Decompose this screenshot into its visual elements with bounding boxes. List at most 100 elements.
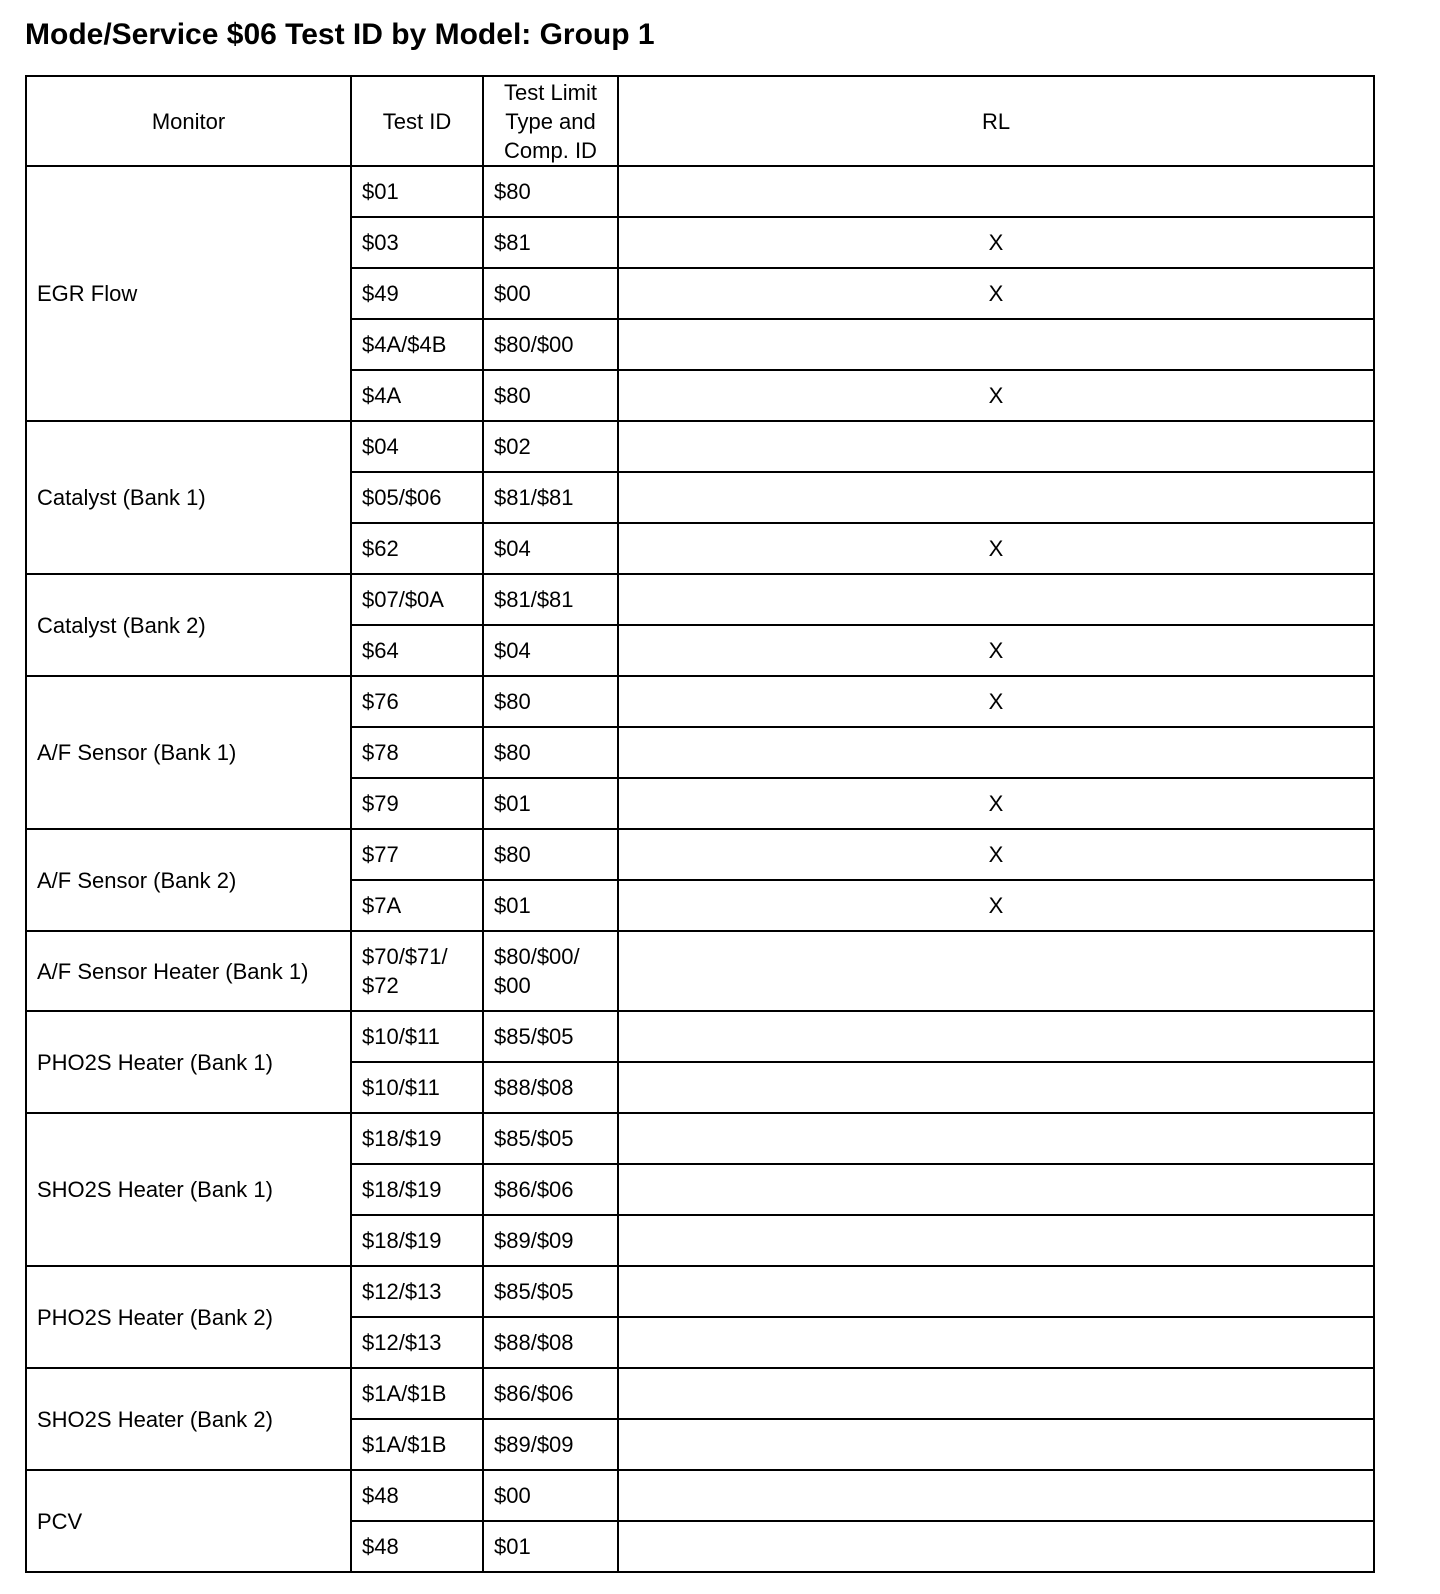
- limit-type-cell: $04: [482, 624, 619, 677]
- table-row: $10/$11 $88/$08: [26, 1061, 1375, 1114]
- rl-cell: X: [617, 522, 1375, 575]
- limit-type-cell: $80: [482, 165, 619, 218]
- limit-type-cell: $89/$09: [482, 1214, 619, 1267]
- table-row: SHO2S Heater (Bank 1) $18/$19 $85/$05: [25, 1112, 1375, 1267]
- limit-type-cell: $86/$06: [482, 1163, 619, 1216]
- table-row: $03 $81 X: [26, 216, 1375, 269]
- rl-cell: [617, 1061, 1375, 1114]
- test-id-cell: $4A: [350, 369, 484, 422]
- table-row: $64 $04 X: [26, 624, 1375, 677]
- test-id-cell: $48: [350, 1520, 484, 1573]
- rl-cell: [617, 420, 1375, 473]
- test-id-cell: $49: [350, 267, 484, 320]
- monitor-cell: EGR Flow: [25, 165, 352, 422]
- monitor-cell: PHO2S Heater (Bank 1): [25, 1010, 352, 1114]
- limit-type-cell: $00: [482, 267, 619, 320]
- table-row: $1A/$1B $89/$09: [26, 1418, 1375, 1471]
- page-title: Mode/Service $06 Test ID by Model: Group…: [25, 18, 655, 51]
- limit-type-cell: $86/$06: [482, 1367, 619, 1420]
- test-id-cell: $04: [350, 420, 484, 473]
- rl-cell: [617, 471, 1375, 524]
- rl-cell: [617, 1316, 1375, 1369]
- rl-cell: X: [617, 777, 1375, 830]
- rl-cell: X: [617, 624, 1375, 677]
- rl-cell: X: [617, 267, 1375, 320]
- limit-type-cell: $89/$09: [482, 1418, 619, 1471]
- table-row: $4A/$4B $80/$00: [26, 318, 1375, 371]
- test-id-cell: $7A: [350, 879, 484, 932]
- rl-cell: [617, 1367, 1375, 1420]
- test-id-cell: $78: [350, 726, 484, 779]
- monitor-cell: SHO2S Heater (Bank 1): [25, 1112, 352, 1267]
- table-row: $62 $04 X: [26, 522, 1375, 575]
- table-row: A/F Sensor (Bank 1) $76 $80 X: [25, 675, 1375, 830]
- test-id-cell: $79: [350, 777, 484, 830]
- table-row: $18/$19 $89/$09: [26, 1214, 1375, 1267]
- limit-type-cell: $80/$00: [482, 318, 619, 371]
- header-row: Monitor Test ID Test Limit Type and Comp…: [25, 75, 1375, 167]
- rl-cell: X: [617, 879, 1375, 932]
- rl-cell: [617, 1214, 1375, 1267]
- test-id-cell: $03: [350, 216, 484, 269]
- limit-type-cell: $80: [482, 675, 619, 728]
- rl-cell: [617, 726, 1375, 779]
- test-id-cell: $18/$19: [350, 1214, 484, 1267]
- table-row: Catalyst (Bank 1) $04 $02: [25, 420, 1375, 575]
- monitor-cell: A/F Sensor (Bank 2): [25, 828, 352, 932]
- limit-type-cell: $80: [482, 828, 619, 881]
- test-id-cell: $10/$11: [350, 1010, 484, 1063]
- test-id-cell: $10/$11: [350, 1061, 484, 1114]
- rl-cell: [617, 930, 1375, 1012]
- limit-type-cell: $81: [482, 216, 619, 269]
- table-row: $48 $01: [26, 1520, 1375, 1573]
- limit-type-cell: $02: [482, 420, 619, 473]
- limit-type-cell: $81/$81: [482, 573, 619, 626]
- limit-type-cell: $80: [482, 369, 619, 422]
- rl-cell: [617, 1418, 1375, 1471]
- monitor-cell: A/F Sensor Heater (Bank 1): [25, 930, 352, 1012]
- test-id-cell: $01: [350, 165, 484, 218]
- table-row: $05/$06 $81/$81: [26, 471, 1375, 524]
- test-id-table: Monitor Test ID Test Limit Type and Comp…: [25, 75, 1375, 1573]
- header-test-limit: Test Limit Type and Comp. ID: [482, 75, 619, 167]
- header-test-id: Test ID: [350, 75, 484, 167]
- rl-cell: X: [617, 216, 1375, 269]
- limit-type-cell: $85/$05: [482, 1265, 619, 1318]
- test-id-cell: $07/$0A: [350, 573, 484, 626]
- rl-cell: X: [617, 369, 1375, 422]
- test-id-cell: $18/$19: [350, 1112, 484, 1165]
- table-row: EGR Flow $01 $80: [25, 165, 1375, 422]
- rl-cell: X: [617, 675, 1375, 728]
- header-rl: RL: [617, 75, 1375, 167]
- table-row: A/F Sensor Heater (Bank 1) $70/$71/ $72 $8…: [25, 930, 1375, 1012]
- test-id-cell: $62: [350, 522, 484, 575]
- monitor-cell: PCV: [25, 1469, 352, 1573]
- table-row: SHO2S Heater (Bank 2) $1A/$1B $86/$06: [25, 1367, 1375, 1471]
- test-id-cell: $48: [350, 1469, 484, 1522]
- table-row: $4A $80 X: [26, 369, 1375, 422]
- limit-type-cell: $80/$00/ $00: [482, 930, 619, 1012]
- limit-type-cell: $01: [482, 777, 619, 830]
- test-id-cell: $05/$06: [350, 471, 484, 524]
- monitor-cell: PHO2S Heater (Bank 2): [25, 1265, 352, 1369]
- table-row: Catalyst (Bank 2) $07/$0A $81/$81: [25, 573, 1375, 677]
- table-row: $49 $00 X: [26, 267, 1375, 320]
- test-id-cell: $70/$71/ $72: [350, 930, 484, 1012]
- test-id-cell: $77: [350, 828, 484, 881]
- rl-cell: [617, 1520, 1375, 1573]
- limit-type-cell: $01: [482, 1520, 619, 1573]
- monitor-cell: Catalyst (Bank 2): [25, 573, 352, 677]
- test-id-cell: $12/$13: [350, 1265, 484, 1318]
- header-monitor: Monitor: [25, 75, 352, 167]
- rl-cell: [617, 573, 1375, 626]
- rl-cell: X: [617, 828, 1375, 881]
- table-row: A/F Sensor (Bank 2) $77 $80 X: [25, 828, 1375, 932]
- test-id-cell: $76: [350, 675, 484, 728]
- rl-cell: [617, 1469, 1375, 1522]
- table-row: PHO2S Heater (Bank 1) $10/$11 $85/$05: [25, 1010, 1375, 1114]
- table-row: PHO2S Heater (Bank 2) $12/$13 $85/$05: [25, 1265, 1375, 1369]
- limit-type-cell: $81/$81: [482, 471, 619, 524]
- table-row: $78 $80: [26, 726, 1375, 779]
- limit-type-cell: $80: [482, 726, 619, 779]
- rl-cell: [617, 318, 1375, 371]
